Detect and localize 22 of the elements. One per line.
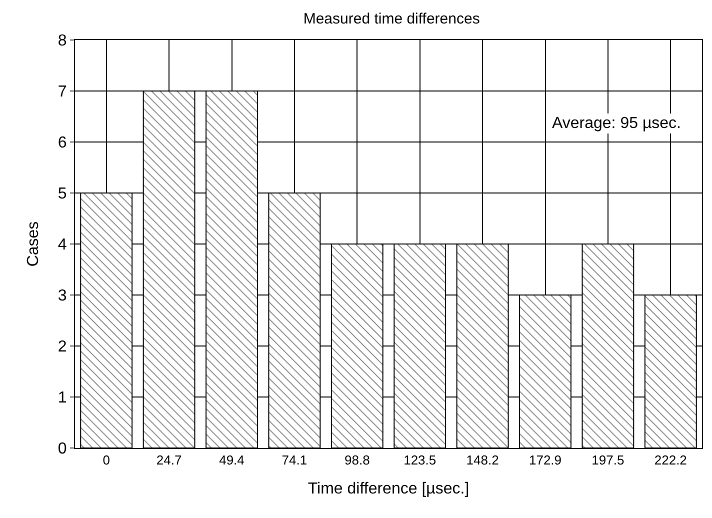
x-tick-label: 24.7 xyxy=(156,452,182,468)
y-tick-label: 1 xyxy=(58,390,67,407)
x-tick-label: 0 xyxy=(102,452,110,468)
y-tick-label: 2 xyxy=(58,338,67,356)
y-tick-label: 8 xyxy=(58,32,67,50)
x-tick-label: 148.2 xyxy=(466,452,499,468)
y-tick-label: 5 xyxy=(58,186,67,203)
x-axis-title: Time difference [µsec.] xyxy=(308,480,470,498)
y-tick-label: 7 xyxy=(58,84,67,101)
x-tick-label: 49.4 xyxy=(219,452,244,468)
x-tick-label: 123.5 xyxy=(404,452,436,468)
x-tick-label: 197.5 xyxy=(592,452,624,468)
y-axis-title: Cases xyxy=(24,221,42,267)
y-tick-label: 4 xyxy=(58,236,67,254)
x-tick-label: 222.2 xyxy=(654,452,687,468)
y-tick-label: 3 xyxy=(58,288,67,305)
x-tick-label: 172.9 xyxy=(528,452,562,468)
x-tick-label: 74.1 xyxy=(282,452,308,468)
chart-title: Measured time differences xyxy=(303,10,480,28)
x-tick-label: 98.8 xyxy=(344,452,370,468)
annotation: Average: 95 µsec. xyxy=(552,115,681,132)
y-tick-label: 6 xyxy=(58,134,67,152)
